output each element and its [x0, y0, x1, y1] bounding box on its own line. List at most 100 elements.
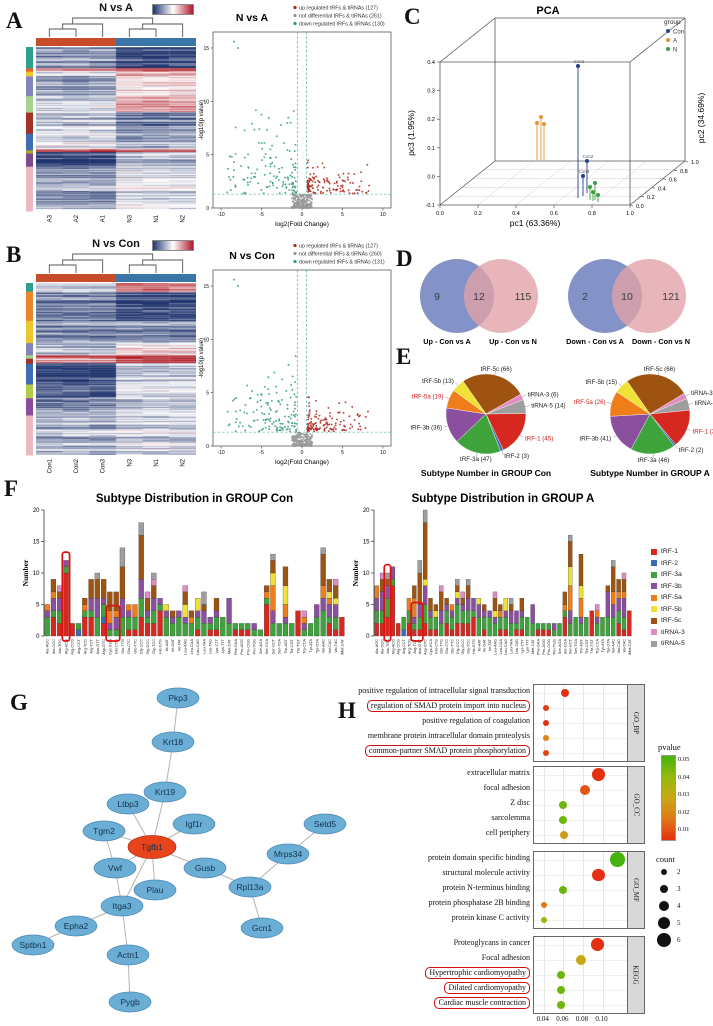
- text-shape: 0.2: [474, 211, 482, 217]
- ellipse-shape: [93, 857, 137, 879]
- text-shape: Number: [21, 559, 30, 586]
- path-shape: [128, 264, 157, 273]
- span-shape: Focal adhesion: [481, 952, 530, 962]
- circle-shape: [342, 172, 345, 175]
- rect-shape: [546, 629, 551, 637]
- rect-shape: [487, 610, 492, 618]
- network-node-tgm2: Tgm2: [82, 820, 126, 842]
- rect-shape: [107, 591, 113, 611]
- rect-shape: [562, 604, 568, 611]
- line-shape: [612, 435, 617, 438]
- rect-shape: [26, 283, 33, 293]
- network-node-ltbp3: Ltbp3: [106, 793, 150, 815]
- text-shape: Gln-TTG: [121, 639, 125, 654]
- ellipse-shape: [266, 843, 310, 865]
- rect-shape: [138, 579, 144, 599]
- heatmap-nvcon-group-bar: [36, 274, 196, 282]
- circle-shape: [309, 177, 312, 180]
- text-shape: 0.2: [427, 117, 435, 123]
- text-shape: Arg-CCG: [397, 639, 401, 655]
- circle-shape: [291, 422, 294, 425]
- circle-shape: [364, 415, 367, 418]
- circle-shape: [233, 40, 235, 43]
- path-shape: [485, 413, 527, 451]
- rect-shape: [568, 566, 573, 586]
- text-shape: tRF-1 (39): [693, 428, 713, 435]
- rect-shape: [26, 47, 33, 69]
- circle-shape: [303, 197, 306, 199]
- circle-shape: [250, 177, 253, 180]
- circle-shape: [261, 147, 264, 150]
- circle-shape: [330, 428, 332, 430]
- text-shape: Pkp3: [168, 693, 188, 703]
- span-shape: common-partner SMAD protein phosphorylat…: [364, 745, 530, 758]
- rect-shape: [195, 598, 201, 611]
- rect-shape: [449, 616, 455, 630]
- line-shape: [684, 160, 689, 163]
- rect-shape: [444, 604, 449, 611]
- rect-shape: [26, 96, 33, 114]
- panel-label-c: C: [404, 4, 421, 29]
- circle-shape: [342, 189, 345, 192]
- circle-shape: [282, 183, 285, 186]
- legend-label: tiRNA-3: [661, 628, 685, 636]
- rect-shape: [433, 604, 439, 611]
- text-shape: Arg-TCT: [90, 638, 94, 653]
- rect-shape: [465, 598, 471, 611]
- rect-shape: [412, 598, 417, 618]
- text-shape: Tyr-ATA: [309, 639, 313, 653]
- text-shape: Gly-CCC: [140, 639, 144, 654]
- circle-shape: [252, 175, 255, 178]
- text-shape: 115: [515, 291, 532, 303]
- rect-shape: [541, 623, 546, 630]
- text-shape: Igf1r: [185, 819, 202, 829]
- rect-shape: [182, 604, 188, 618]
- circle-shape: [275, 186, 278, 189]
- circle-shape: [330, 423, 333, 426]
- text-shape: 10: [380, 450, 386, 456]
- circle-shape: [278, 429, 281, 432]
- circle-shape: [358, 185, 361, 188]
- text-shape: Ltbp3: [117, 799, 139, 809]
- text-shape: 0.4: [512, 211, 520, 217]
- circle-shape: [294, 431, 297, 434]
- line-shape: [525, 405, 530, 407]
- pvalue-tick: 0.04: [678, 773, 690, 781]
- circle-shape: [293, 185, 296, 188]
- rect-shape: [295, 610, 301, 637]
- rect-shape: [207, 629, 213, 637]
- rect-shape: [182, 616, 188, 624]
- circle-shape: [304, 203, 307, 206]
- circle-shape: [319, 421, 322, 424]
- text-shape: Leu-AAG: [493, 639, 497, 655]
- dotplot-term-label: positive regulation of intracellular sig…: [334, 686, 530, 695]
- circle-shape: [341, 429, 344, 432]
- rect-shape: [26, 320, 33, 344]
- text-shape: Val-CAC: [617, 639, 621, 654]
- circle-shape: [307, 205, 310, 208]
- gridline: [534, 738, 627, 740]
- panel-label-e: E: [396, 344, 412, 369]
- rect-shape: [422, 509, 428, 523]
- rect-shape: [157, 604, 163, 611]
- rect-shape: [119, 566, 126, 599]
- ellipse-shape: [106, 944, 150, 966]
- dotplot-term-label: Proteoglycans in cancer: [334, 938, 530, 947]
- span-shape: protein kinase C activity: [451, 913, 530, 923]
- circle-shape: [315, 413, 318, 416]
- network-node-rpl13a: Rpl13a: [228, 876, 272, 898]
- circle-shape: [293, 393, 296, 396]
- dotplot-point: [559, 800, 568, 810]
- rect-shape: [144, 610, 151, 618]
- rect-shape: [119, 598, 126, 618]
- text-shape: Trp-CCA: [303, 639, 307, 654]
- rect-shape: [245, 629, 251, 637]
- rect-shape: [333, 585, 339, 599]
- text-shape: 15: [363, 540, 370, 546]
- text-shape: Pro-AGG: [542, 639, 546, 655]
- circle-shape: [292, 445, 295, 447]
- rect-shape: [374, 598, 379, 611]
- rect-shape: [594, 610, 600, 618]
- circle-shape: [261, 412, 264, 415]
- gridline: [534, 944, 627, 946]
